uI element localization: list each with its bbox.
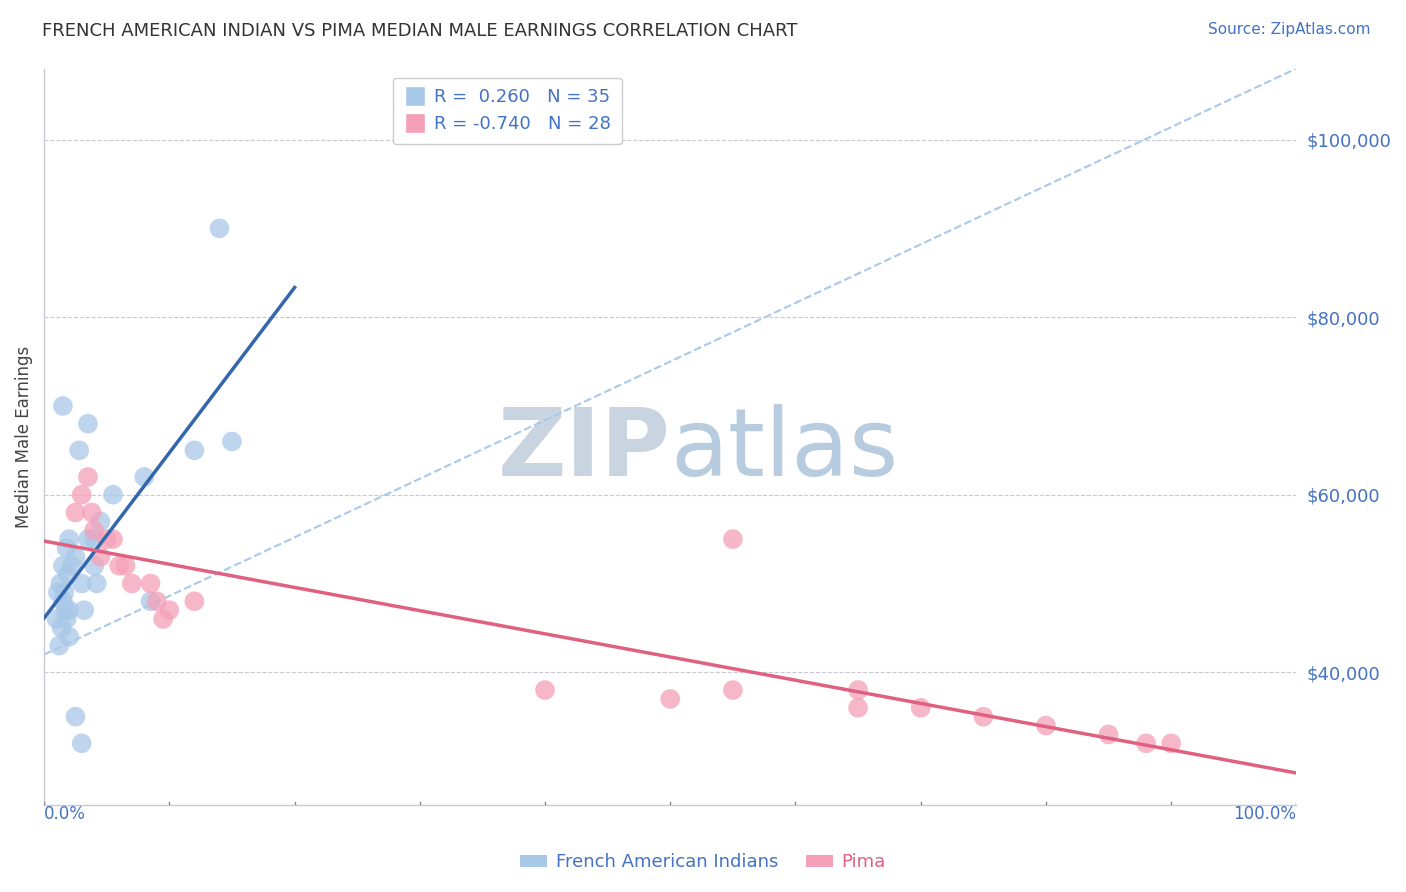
Point [77,470,100,484]
Point [65,506,87,520]
Point [77,417,100,431]
Point [846,701,869,715]
Point [96,532,118,546]
Point [46,585,69,599]
Point [53,585,76,599]
Text: atlas: atlas [671,404,898,496]
Legend: French American Indians, Pima: French American Indians, Pima [513,847,893,879]
Text: 0.0%: 0.0% [44,805,86,823]
Point [101,532,124,546]
Point [114,558,136,573]
Point [659,692,682,706]
Point [45,612,67,626]
Point [721,683,744,698]
Point [183,594,205,608]
Point [108,558,131,573]
Point [55,612,77,626]
Text: FRENCH AMERICAN INDIAN VS PIMA MEDIAN MALE EARNINGS CORRELATION CHART: FRENCH AMERICAN INDIAN VS PIMA MEDIAN MA… [42,22,797,40]
Point [83,532,105,546]
Point [55,603,77,617]
Point [121,576,143,591]
Point [49,576,72,591]
Point [58,603,80,617]
Point [139,576,162,591]
Point [77,532,100,546]
Point [52,399,75,413]
Point [534,683,557,698]
Point [89,514,111,528]
Point [221,434,243,449]
Point [70,488,93,502]
Legend: R =  0.260   N = 35, R = -0.740   N = 28: R = 0.260 N = 35, R = -0.740 N = 28 [392,78,621,145]
Point [89,549,111,564]
Point [60,558,83,573]
Point [152,612,174,626]
Point [70,736,93,750]
Point [52,594,75,608]
Point [183,443,205,458]
Point [846,683,869,698]
Point [56,567,79,582]
Point [1160,736,1182,750]
Point [65,549,87,564]
Text: ZIP: ZIP [498,404,671,496]
Point [86,576,108,591]
Point [70,576,93,591]
Point [910,701,932,715]
Point [52,558,75,573]
Point [83,523,105,537]
Point [55,541,77,555]
Point [51,621,73,635]
Point [67,443,90,458]
Point [58,532,80,546]
Point [101,488,124,502]
Point [1135,736,1157,750]
Point [972,709,994,723]
Point [48,639,70,653]
Text: Source: ZipAtlas.com: Source: ZipAtlas.com [1208,22,1371,37]
Point [139,594,162,608]
Point [146,594,169,608]
Point [1097,727,1119,741]
Point [208,221,231,235]
Point [80,506,103,520]
Point [134,470,156,484]
Text: 100.0%: 100.0% [1233,805,1296,823]
Point [58,630,80,644]
Point [721,532,744,546]
Point [157,603,180,617]
Y-axis label: Median Male Earnings: Median Male Earnings [15,346,32,528]
Point [83,558,105,573]
Point [65,709,87,723]
Point [1035,718,1057,732]
Point [73,603,96,617]
